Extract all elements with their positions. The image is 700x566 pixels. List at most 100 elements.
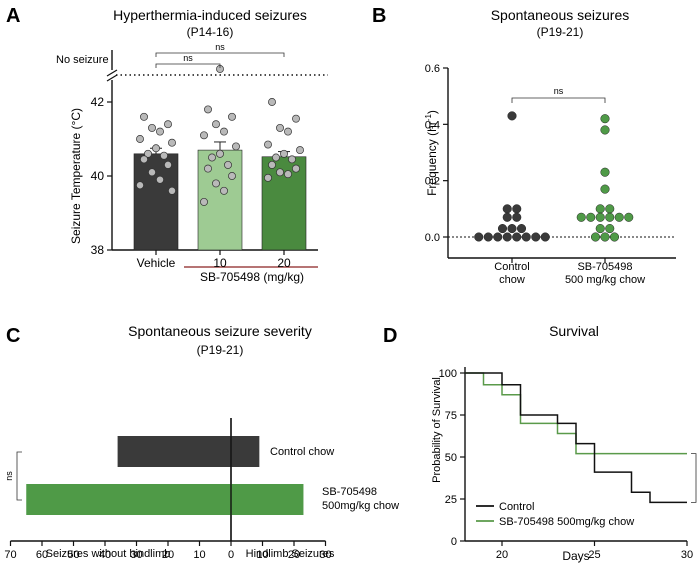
panel-d-significance-bracket (691, 453, 697, 503)
panel-a-data-point (204, 105, 212, 114)
panel-a-data-point (296, 146, 304, 155)
panel-label-a: A (6, 5, 20, 27)
panel-b-data-point (483, 232, 493, 242)
panel-a-data-point (136, 181, 144, 190)
panel-a-data-point (288, 155, 296, 164)
panel-d-legend-treated: SB-705498 500mg/kg chow (499, 516, 634, 528)
panel-d-x-tick-label: 20 (496, 549, 508, 561)
panel-b-y-tick-label: 0.0 (425, 232, 440, 244)
panel-d-x-tick-label: 25 (588, 549, 600, 561)
panel-b-data-point (609, 232, 620, 242)
panel-b-data-point (502, 232, 512, 242)
panel-a-data-point (268, 98, 276, 106)
panel-b-data-point (502, 212, 512, 222)
panel-b-category-2-line2: 500 mg/kg chow (565, 274, 645, 286)
panel-b-y-tick-label: 0.2 (425, 176, 440, 188)
panel-b-data-point (502, 204, 512, 214)
panel-b-data-point (600, 114, 610, 124)
panel-a-axis-break-mark (106, 69, 118, 77)
panel-d-title: Survival (549, 323, 599, 339)
panel-a-data-point (284, 127, 292, 136)
panel-c-x-tick-label: 20 (288, 549, 300, 561)
panel-a-data-point (140, 112, 148, 121)
panel-a-data-point (228, 112, 236, 121)
panel-b-data-point (605, 224, 615, 234)
panel-b-y-axis-label-end: ) (425, 110, 439, 114)
panel-c-x-tick-label: 40 (99, 549, 111, 561)
panel-b-significance-bracket (511, 97, 606, 103)
panel-a-data-point (212, 179, 220, 188)
panel-d-x-tick-label: 30 (681, 549, 693, 561)
panel-c-x-tick-label: 0 (228, 549, 234, 561)
panel-a-significance-label: ns (215, 42, 225, 52)
panel-b-data-point (540, 232, 550, 242)
panel-a-data-point (264, 173, 272, 182)
panel-b-data-point (624, 212, 634, 222)
panel-c-significance-bracket (16, 451, 22, 501)
panel-c-xlabel-right: Hindlimb Seizures (246, 548, 335, 560)
panel-label-d: D (383, 325, 397, 347)
panel-a-data-point (220, 127, 228, 136)
panel-b-data-point (614, 212, 624, 222)
panel-a-data-point (280, 149, 288, 158)
panel-b-y-tick-label: 0.4 (425, 119, 440, 131)
panel-b-data-point (586, 212, 596, 222)
panel-a-data-point (220, 186, 228, 195)
panel-b-y-axis-label-sup: -1 (424, 114, 433, 122)
panel-d-y-tick-label: 75 (445, 410, 457, 422)
panel-a-y-tick-label: 40 (91, 169, 105, 183)
panel-b-data-point (605, 204, 615, 214)
panel-b-data-point (590, 232, 601, 242)
panel-a-data-point (204, 164, 212, 173)
panel-c-legend-treated-line2: 500mg/kg chow (322, 500, 399, 512)
panel-c-x-tick-label: 30 (319, 549, 331, 561)
panel-b-category-2-line1: SB-705498 (577, 261, 632, 273)
panel-a-y-tick-label: 38 (91, 243, 105, 257)
panel-d-x-axis-label: Days (562, 549, 589, 563)
panel-b-data-point (512, 212, 522, 222)
panel-d-y-tick-label: 50 (445, 452, 457, 464)
panel-b-data-point (595, 204, 605, 214)
panel-a-significance-label: ns (183, 53, 193, 63)
panel-a-x-tick-label: 20 (277, 256, 291, 270)
panel-d-y-tick-label: 25 (445, 494, 457, 506)
panel-b-data-point (497, 224, 508, 234)
panel-b-data-point (600, 125, 610, 135)
panel-b-data-point (600, 167, 610, 177)
panel-a-x-tick-label: Vehicle (137, 256, 176, 270)
panel-c-subtitle: (P19-21) (197, 343, 244, 357)
panel-d-legend-control: Control (499, 501, 534, 513)
panel-a-data-point (136, 135, 144, 143)
panel-b-data-point (595, 212, 605, 222)
panel-a-data-point (168, 138, 176, 147)
panel-b-title: Spontaneous seizures (491, 7, 630, 23)
panel-b-category-1-line1: Control (494, 261, 529, 273)
panel-b-data-point (576, 212, 586, 222)
panel-d-y-tick-label: 0 (451, 536, 457, 548)
panel-b-y-axis-label-main: Frequency (hr (425, 121, 439, 196)
panel-a-data-point (284, 170, 292, 179)
panel-a-data-point (212, 120, 220, 129)
panel-c-x-tick-label: 20 (162, 549, 174, 561)
panel-d-y-axis-label: Probability of Survival (431, 377, 443, 483)
panel-a-bar-Vehicle (133, 153, 179, 251)
panel-a-data-point (224, 160, 232, 169)
panel-a-data-point (208, 153, 216, 162)
panel-a-data-point (140, 155, 148, 164)
panel-d-y-tick-label: 100 (439, 368, 457, 380)
panel-c-title: Spontaneous seizure severity (128, 323, 312, 339)
panel-a-data-point (292, 164, 300, 173)
panel-a-data-point (216, 149, 224, 158)
panel-b-data-point (512, 204, 522, 214)
panel-b-y-axis-label: Frequency (hr-1) (424, 110, 439, 196)
panel-b-data-point (600, 232, 610, 242)
panel-c-significance-label: ns (4, 471, 14, 481)
panel-a-data-point (268, 160, 276, 169)
panel-c-xlabel-left: Seizures without hindlimb (46, 548, 171, 560)
panel-a-data-point (228, 172, 236, 180)
panel-b-data-point (507, 111, 517, 121)
panel-b-data-point (516, 224, 527, 234)
panel-c-x-tick-label: 30 (130, 549, 142, 561)
panel-a-data-point (272, 153, 280, 162)
